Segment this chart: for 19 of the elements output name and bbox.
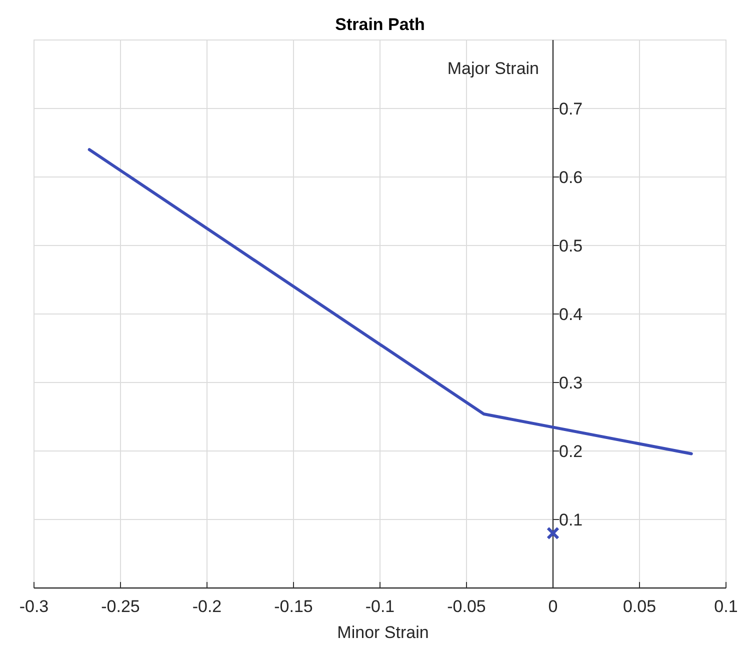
x-tick-label: 0 xyxy=(548,597,558,616)
chart-title: Strain Path xyxy=(335,15,425,34)
y-tick-label: 0.1 xyxy=(559,510,583,530)
x-tick-label: -0.1 xyxy=(365,597,395,616)
x-tick-label: -0.05 xyxy=(447,597,486,616)
y-tick-label: 0.3 xyxy=(559,374,583,392)
x-tick-label: 0.1 xyxy=(714,597,738,616)
y-tick-label: 0.2 xyxy=(559,442,583,461)
x-tick-label: -0.25 xyxy=(101,597,140,616)
y-tick-label: 0.7 xyxy=(559,100,583,118)
x-axis-title: Minor Strain xyxy=(337,623,429,642)
x-tick-label: -0.15 xyxy=(274,597,313,616)
y-tick-label: 0.5 xyxy=(559,236,583,256)
y-tick-label: 0.4 xyxy=(559,305,583,324)
x-tick-label: 0.05 xyxy=(622,597,656,616)
y-axis-title: Major Strain xyxy=(447,59,539,78)
y-tick-label: 0.6 xyxy=(559,168,583,187)
x-tick-label: -0.3 xyxy=(19,597,49,616)
x-tick-label: -0.2 xyxy=(192,597,222,616)
